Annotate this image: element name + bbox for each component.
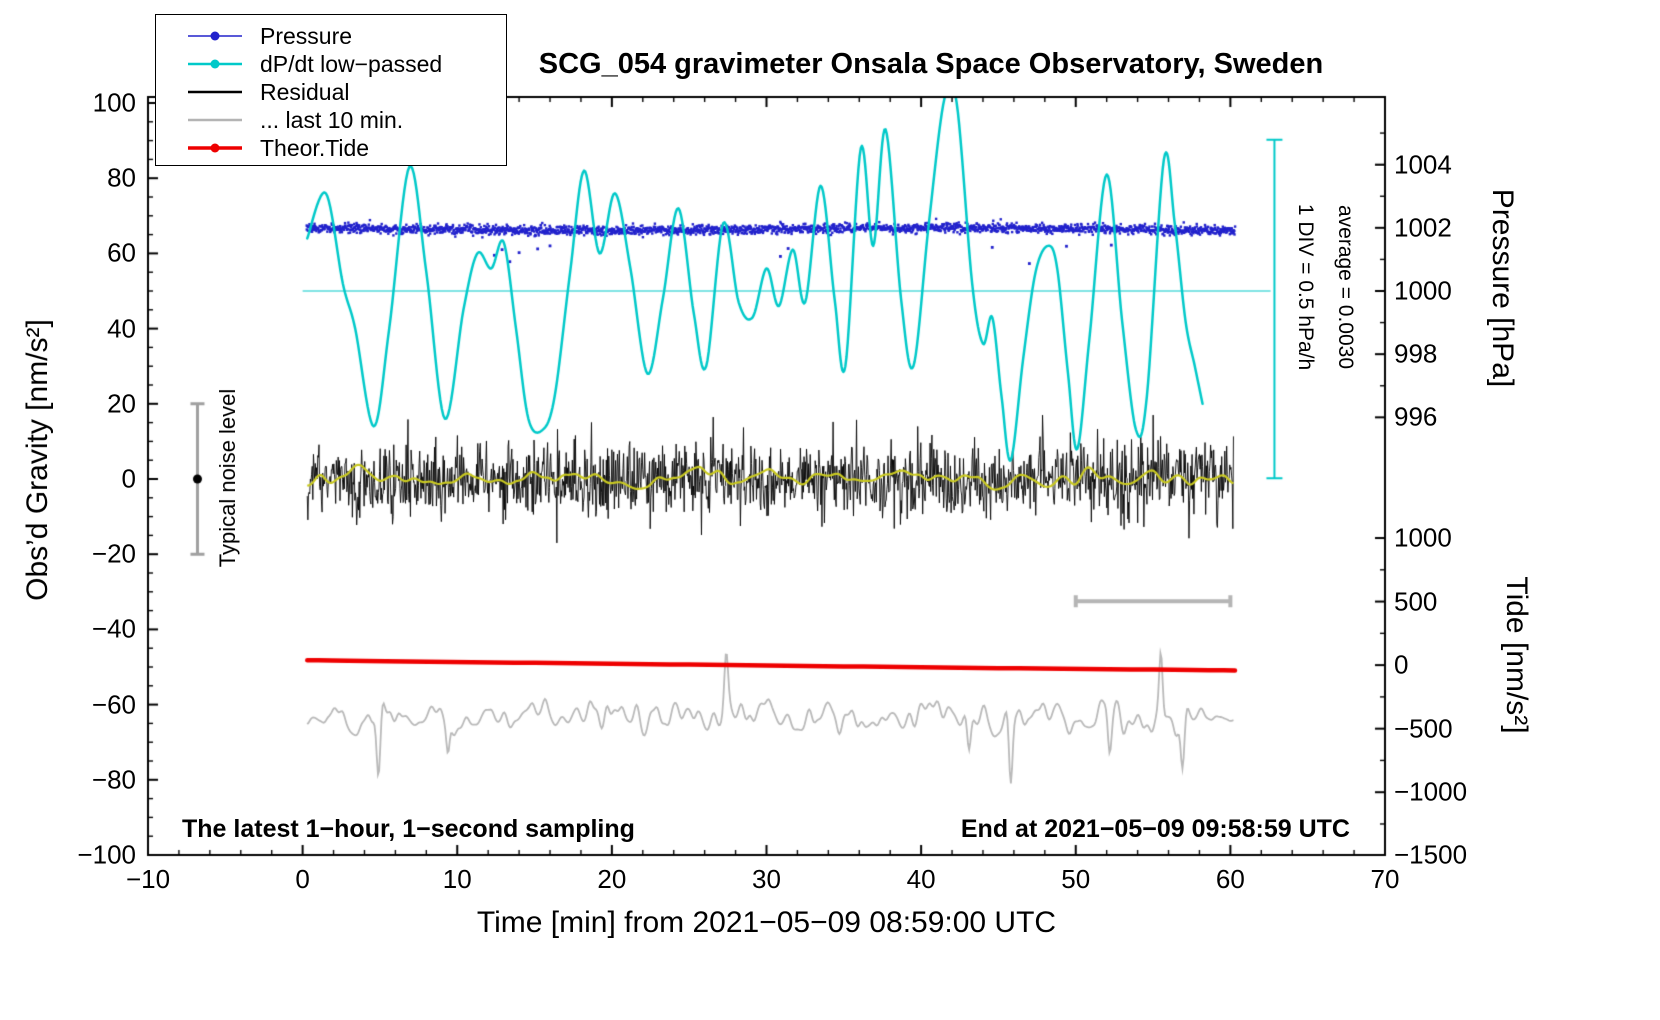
gravity-tick-label: 20 xyxy=(107,388,136,419)
gravity-tick-label: 40 xyxy=(107,313,136,344)
noise-level-annotation: Typical noise level xyxy=(215,388,240,568)
pressure-tick-label: 1000 xyxy=(1394,275,1452,306)
gravity-tick-label: −20 xyxy=(91,538,136,569)
legend-item: Theor.Tide xyxy=(156,134,506,162)
legend-line-sample-icon xyxy=(188,118,242,122)
legend-box: Pressure dP/dt low−passed Residual... last… xyxy=(155,14,507,166)
x-axis-title: Time [min] from 2021−05−09 08:59:00 UTC xyxy=(476,906,1057,939)
x-tick-label: 50 xyxy=(1061,864,1091,894)
x-tick-label: 20 xyxy=(597,864,627,894)
legend-item: Residual xyxy=(156,78,506,106)
end-time-note: End at 2021−05−09 09:58:59 UTC xyxy=(960,815,1350,843)
pressure-tick-label: 998 xyxy=(1394,338,1438,369)
pressure-tick-label: 1004 xyxy=(1394,149,1452,180)
tide-tick-label: 0 xyxy=(1394,649,1409,680)
tide-axis-title: Tide [nm/s²] xyxy=(1500,576,1533,734)
legend-item-label: dP/dt low−passed xyxy=(260,50,443,77)
chart-title: SCG_054 gravimeter Onsala Space Observat… xyxy=(538,48,1324,80)
legend-item-label: ... last 10 min. xyxy=(260,106,404,133)
gravity-axis-title: Obs’d Gravity [nm/s²] xyxy=(21,319,54,601)
legend-line-sample-icon xyxy=(188,143,242,153)
legend-line-sample-icon xyxy=(188,90,242,94)
tide-tick-label: −1500 xyxy=(1394,839,1468,870)
tide-tick-label: 500 xyxy=(1394,586,1438,617)
gravity-tick-label: 60 xyxy=(107,237,136,268)
gravity-tick-label: 0 xyxy=(121,463,136,494)
legend-item: dP/dt low−passed xyxy=(156,50,506,78)
gravity-tick-label: −40 xyxy=(91,613,136,644)
x-tick-label: −10 xyxy=(125,864,171,894)
x-tick-label: 40 xyxy=(906,864,936,894)
gravity-tick-label: −100 xyxy=(77,839,136,870)
tide-tick-label: 1000 xyxy=(1394,522,1452,553)
tide-tick-label: −500 xyxy=(1394,713,1453,744)
x-tick-label: 60 xyxy=(1215,864,1245,894)
legend-item: Pressure xyxy=(156,22,506,50)
tide-tick-label: −1000 xyxy=(1394,776,1468,807)
legend-item-label: Pressure xyxy=(260,22,353,49)
div-scale-annotation: 1 DIV = 0.5 hPa/h xyxy=(1294,203,1317,371)
average-annotation: average = 0.0030 xyxy=(1334,204,1357,370)
legend-item-label: Residual xyxy=(260,78,350,105)
gravity-tick-label: 80 xyxy=(107,162,136,193)
gravity-tick-label: 100 xyxy=(92,87,136,118)
legend-item-label: Theor.Tide xyxy=(260,134,370,161)
pressure-axis-title: Pressure [hPa] xyxy=(1486,188,1519,388)
legend-line-sample-icon xyxy=(188,31,242,41)
pressure-tick-label: 996 xyxy=(1394,401,1438,432)
gravity-tick-label: −60 xyxy=(91,689,136,720)
x-tick-label: 10 xyxy=(442,864,472,894)
legend-line-sample-icon xyxy=(188,59,242,69)
pressure-tick-label: 1002 xyxy=(1394,212,1452,243)
legend-item: ... last 10 min. xyxy=(156,106,506,134)
gravity-tick-label: −80 xyxy=(91,764,136,795)
sampling-note: The latest 1−hour, 1−second sampling xyxy=(182,815,635,843)
x-tick-label: 0 xyxy=(295,864,310,894)
x-tick-label: 70 xyxy=(1370,864,1400,894)
x-tick-label: 30 xyxy=(752,864,781,894)
